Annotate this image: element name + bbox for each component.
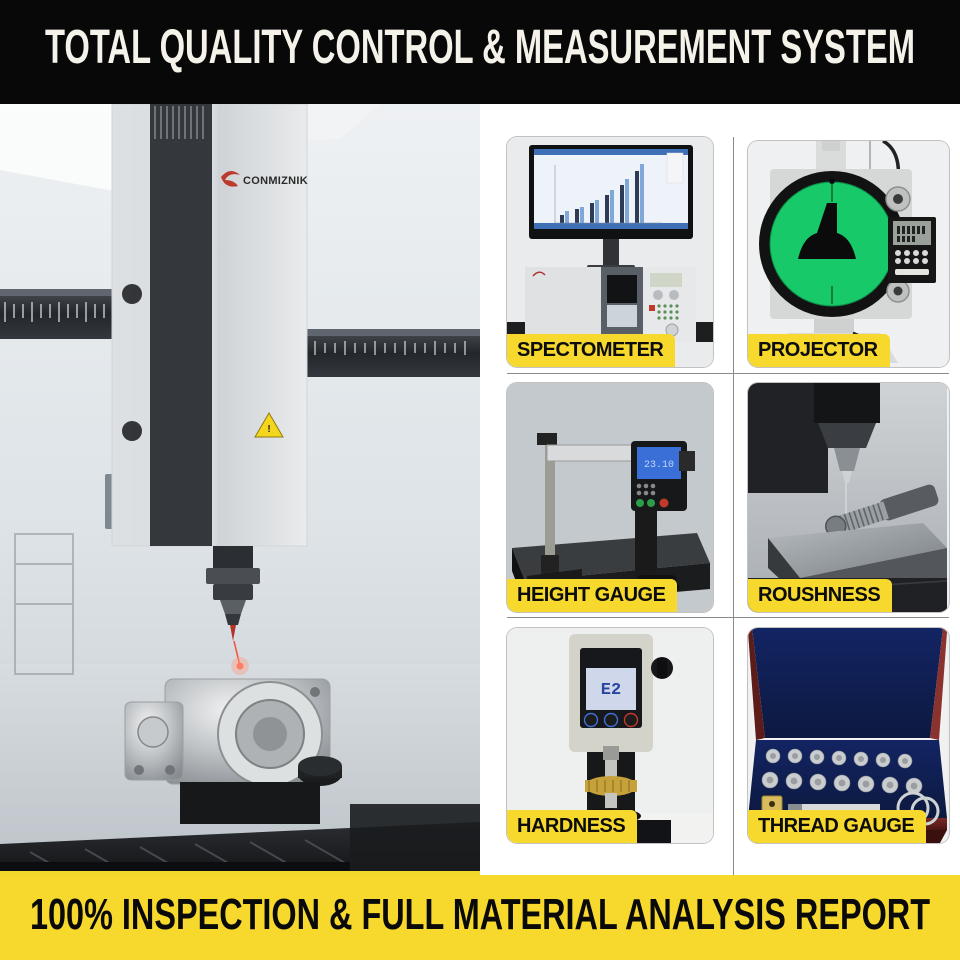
svg-text:CONMIZNIK: CONMIZNIK [243, 175, 308, 187]
svg-text:TOTAL QUALITY CONTROL & MEASUR: TOTAL QUALITY CONTROL & MEASUREMENT SYST… [45, 21, 915, 74]
svg-text:!: ! [267, 424, 270, 435]
svg-text:100% INSPECTION & FULL MATERIA: 100% INSPECTION & FULL MATERIAL ANALYSIS… [30, 890, 930, 939]
svg-text:23.10: 23.10 [644, 460, 674, 471]
svg-text:E2: E2 [601, 681, 621, 700]
